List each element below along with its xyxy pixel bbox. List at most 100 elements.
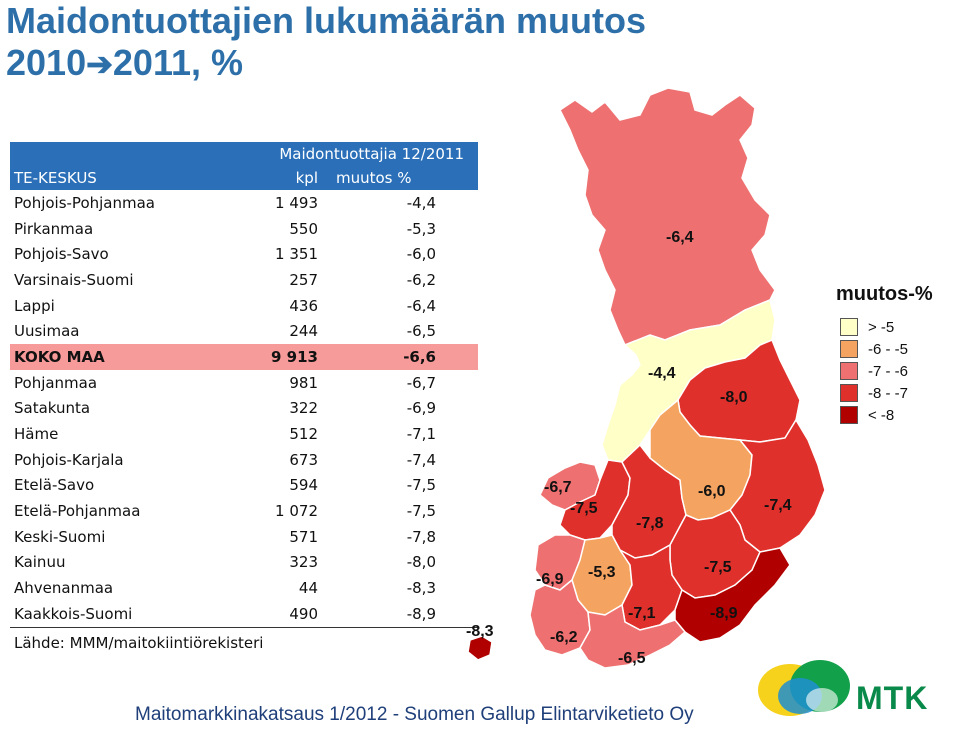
table-row: Etelä-Pohjanmaa 1 072 -7,5 bbox=[10, 498, 478, 524]
cell-kpl: 257 bbox=[289, 270, 318, 289]
header-te-keskus: TE-KESKUS bbox=[10, 166, 236, 190]
table-row: Pohjois-Pohjanmaa 1 493 -4,4 bbox=[10, 190, 478, 216]
title-line-1: Maidontuottajien lukumäärän muutos bbox=[6, 0, 647, 41]
page-title: Maidontuottajien lukumäärän muutos 2010➔… bbox=[6, 0, 646, 85]
table-row: Kainuu 323 -8,0 bbox=[10, 550, 478, 576]
table-row: Keski-Suomi 571 -7,8 bbox=[10, 524, 478, 550]
cell-muutos: -4,4 bbox=[406, 193, 436, 212]
cell-kpl: 1 493 bbox=[275, 193, 318, 212]
cell-kpl: 550 bbox=[289, 219, 318, 238]
cell-kpl: 322 bbox=[289, 399, 318, 418]
table-row: Varsinais-Suomi 257 -6,2 bbox=[10, 267, 478, 293]
map-label-pohjanmaa: -6,7 bbox=[544, 479, 572, 496]
cell-muutos: -7,1 bbox=[406, 425, 436, 444]
map-label-lappi: -6,4 bbox=[666, 229, 694, 246]
header-muutos: muutos % bbox=[322, 166, 478, 190]
table-row: Pohjois-Karjala 673 -7,4 bbox=[10, 447, 478, 473]
map-legend: > -5 -6 - -5 -7 - -6 -8 - -7 < -8 bbox=[840, 316, 908, 426]
cell-kpl: 1 351 bbox=[275, 245, 318, 264]
cell-kpl: 490 bbox=[236, 601, 322, 628]
cell-muutos: -8,9 bbox=[322, 601, 478, 628]
cell-muutos: -7,4 bbox=[406, 450, 436, 469]
table-row: Kaakkois-Suomi 490 -8,9 bbox=[10, 601, 478, 628]
cell-muutos: -6,2 bbox=[406, 270, 436, 289]
map-label-etela-pohjanmaa: -7,5 bbox=[570, 500, 598, 517]
title-year-end: 2011, % bbox=[112, 42, 244, 83]
cell-te-keskus: Häme bbox=[14, 425, 59, 444]
map-label-varsinais-suomi: -6,2 bbox=[550, 629, 578, 646]
map-label-ahvenanmaa: -8,3 bbox=[466, 623, 494, 640]
cell-muutos: -6,5 bbox=[406, 322, 436, 341]
legend-swatch bbox=[840, 340, 858, 358]
cell-te-keskus: Pohjois-Pohjanmaa bbox=[14, 193, 155, 212]
title-year-start: 2010 bbox=[6, 42, 87, 83]
legend-item: -6 - -5 bbox=[840, 338, 908, 360]
cell-te-keskus: Keski-Suomi bbox=[14, 527, 106, 546]
cell-muutos: -8,3 bbox=[406, 579, 436, 598]
cell-te-keskus: Pohjanmaa bbox=[14, 373, 98, 392]
cell-kpl: 244 bbox=[289, 322, 318, 341]
map-label-pohjois-pohjanmaa: -4,4 bbox=[648, 365, 676, 382]
table-row: KOKO MAA 9 913 -6,6 bbox=[10, 344, 478, 370]
table-row: Satakunta 322 -6,9 bbox=[10, 396, 478, 422]
footer-text: Maitomarkkinakatsaus 1/2012 - Suomen Gal… bbox=[135, 704, 694, 725]
cell-muutos: -6,4 bbox=[406, 296, 436, 315]
cell-te-keskus: Kaakkois-Suomi bbox=[10, 601, 236, 628]
cell-te-keskus: Etelä-Pohjanmaa bbox=[14, 502, 141, 521]
cell-te-keskus: Etelä-Savo bbox=[14, 476, 95, 495]
map-label-hame: -7,1 bbox=[628, 605, 656, 622]
cell-kpl: 981 bbox=[289, 373, 318, 392]
table-header-row: TE-KESKUS kpl muutos % bbox=[10, 166, 478, 190]
cell-te-keskus: KOKO MAA bbox=[10, 344, 236, 370]
source-note: Lähde: MMM/maitokiintiörekisteri bbox=[14, 634, 264, 652]
legend-swatch bbox=[840, 384, 858, 402]
map-label-keski-suomi: -7,8 bbox=[636, 515, 664, 532]
producers-table: Maidontuottajia 12/2011 TE-KESKUS kpl mu… bbox=[10, 142, 478, 628]
table-row: Häme 512 -7,1 bbox=[10, 421, 478, 447]
cell-te-keskus: Pirkanmaa bbox=[14, 219, 94, 238]
cell-muutos: -7,5 bbox=[406, 502, 436, 521]
cell-te-keskus: Kainuu bbox=[14, 553, 66, 572]
cell-kpl: 512 bbox=[289, 425, 318, 444]
arrow-icon: ➔ bbox=[86, 46, 113, 82]
cell-te-keskus: Uusimaa bbox=[14, 322, 80, 341]
legend-label: -7 - -6 bbox=[868, 362, 909, 380]
region-ahvenanmaa bbox=[467, 635, 493, 661]
table-row: Ahvenanmaa 44 -8,3 bbox=[10, 575, 478, 601]
cell-muutos: -7,5 bbox=[406, 476, 436, 495]
legend-label: -6 - -5 bbox=[868, 340, 909, 358]
cell-muutos: -8,0 bbox=[406, 553, 436, 572]
legend-label: > -5 bbox=[868, 318, 895, 336]
map-label-pohjois-karjala: -7,4 bbox=[764, 497, 792, 514]
legend-label: -8 - -7 bbox=[868, 384, 909, 402]
map-label-pirkanmaa: -5,3 bbox=[588, 564, 616, 581]
legend-label: < -8 bbox=[868, 406, 895, 424]
region-uusimaa bbox=[579, 603, 687, 669]
legend-item: -7 - -6 bbox=[840, 360, 908, 382]
table-row: Lappi 436 -6,4 bbox=[10, 293, 478, 319]
cell-kpl: 9 913 bbox=[236, 344, 322, 370]
cell-kpl: 323 bbox=[289, 553, 318, 572]
cell-kpl: 1 072 bbox=[275, 502, 318, 521]
map-label-pohjois-savo: -6,0 bbox=[698, 483, 726, 500]
table-row: Etelä-Savo 594 -7,5 bbox=[10, 473, 478, 499]
brand-logo-text: MTK bbox=[856, 680, 929, 716]
cell-kpl: 673 bbox=[289, 450, 318, 469]
cell-muutos: -7,8 bbox=[406, 527, 436, 546]
mtk-logo-icon bbox=[758, 660, 850, 716]
cell-kpl: 594 bbox=[289, 476, 318, 495]
cell-te-keskus: Varsinais-Suomi bbox=[14, 270, 134, 289]
cell-muutos: -6,0 bbox=[406, 245, 436, 264]
legend-item: > -5 bbox=[840, 316, 908, 338]
legend-item: < -8 bbox=[840, 404, 908, 426]
region-pohjois-karjala bbox=[729, 418, 826, 553]
map-label-satakunta: -6,9 bbox=[536, 571, 564, 588]
table-header-group-row: Maidontuottajia 12/2011 bbox=[10, 142, 478, 166]
region-lappi bbox=[559, 87, 776, 346]
cell-muutos: -5,3 bbox=[406, 219, 436, 238]
table-row: Pohjois-Savo 1 351 -6,0 bbox=[10, 241, 478, 267]
cell-te-keskus: Satakunta bbox=[14, 399, 91, 418]
map-label-etela-savo: -7,5 bbox=[704, 559, 732, 576]
cell-muutos: -6,6 bbox=[322, 344, 478, 370]
